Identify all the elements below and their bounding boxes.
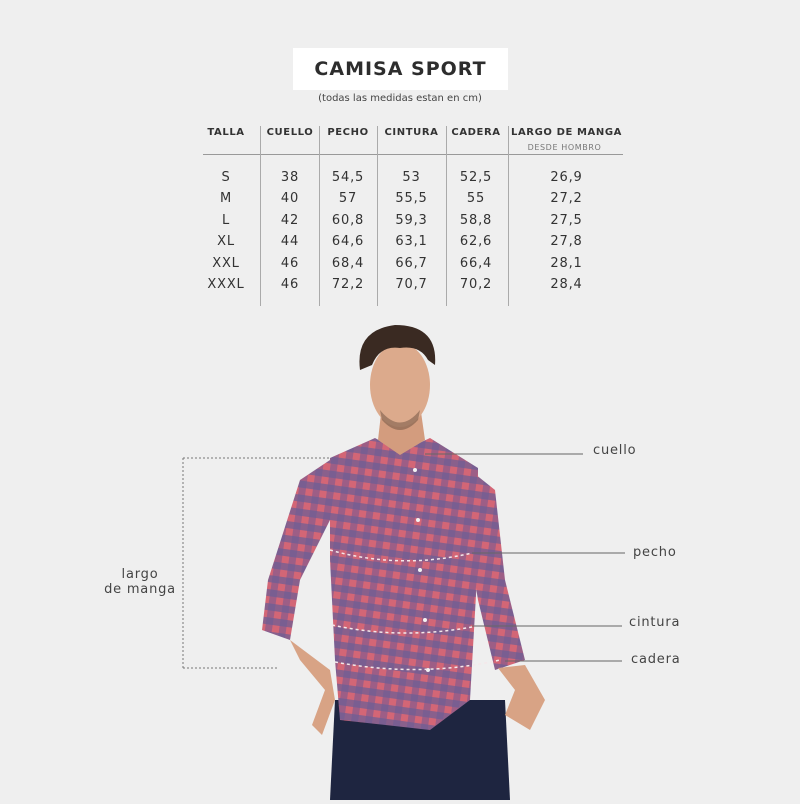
cell-largo-manga: 26,9	[550, 170, 583, 185]
cell-cadera: 58,8	[459, 212, 493, 228]
beard	[380, 410, 420, 430]
size-table: TALLA CUELLO PECHO CINTURA CADERA LARGO …	[203, 120, 623, 306]
cell-pecho: 68,4	[331, 255, 365, 271]
cell-cuello: 42	[280, 212, 300, 228]
cell-cintura: 59,3	[395, 212, 428, 228]
cell-talla: XXXL	[207, 277, 245, 292]
cell-pecho: 57	[338, 191, 358, 207]
face	[370, 343, 430, 427]
header-talla: TALLA	[207, 127, 245, 138]
left-sleeve	[262, 460, 330, 640]
cell-talla: L	[221, 212, 231, 228]
sleeve-length-bracket	[182, 457, 330, 669]
header-pecho: PECHO	[327, 127, 369, 138]
cell-talla: S	[221, 170, 231, 185]
cell-largo-manga: 28,4	[550, 277, 583, 292]
model-illustration	[0, 310, 800, 804]
cell-cintura: 70,7	[395, 277, 428, 292]
header-cuello: CUELLO	[266, 127, 314, 138]
header-desde-hombro: DESDE HOMBRO	[527, 143, 602, 152]
cell-cuello: 40	[280, 191, 300, 207]
cell-cintura: 55,5	[395, 191, 428, 207]
units-note: (todas las medidas estan en cm)	[318, 93, 482, 104]
cell-cuello: 44	[280, 234, 300, 250]
cell-cadera: 55	[466, 191, 486, 207]
cell-talla: XXL	[212, 255, 240, 271]
cell-cadera: 70,2	[459, 277, 493, 292]
cell-cadera: 52,5	[459, 170, 493, 185]
cell-cuello: 46	[280, 277, 300, 292]
hair	[359, 325, 436, 370]
cell-cintura: 63,1	[395, 234, 428, 250]
right-sleeve	[465, 470, 525, 670]
cell-talla: XL	[217, 234, 235, 250]
cell-pecho: 64,6	[331, 234, 365, 250]
label-pecho: pecho	[633, 545, 677, 560]
cell-pecho: 54,5	[331, 170, 365, 185]
hip-measure-line	[334, 659, 501, 671]
column-divider	[446, 126, 447, 306]
page-title: CAMISA SPORT	[293, 48, 508, 90]
label-cintura: cintura	[629, 615, 681, 630]
shirt	[330, 438, 478, 730]
cell-cadera: 66,4	[459, 255, 493, 271]
cell-cadera: 62,6	[459, 234, 493, 250]
jeans	[330, 700, 510, 800]
label-largo: largo	[121, 567, 159, 582]
cell-cuello: 38	[280, 170, 300, 185]
label-de-manga: de manga	[104, 582, 176, 597]
cell-cintura: 53	[402, 170, 421, 185]
cell-cuello: 46	[280, 255, 300, 271]
chest-measure-line	[329, 549, 473, 562]
cell-largo-manga: 27,8	[550, 234, 583, 250]
column-divider	[508, 126, 509, 306]
cell-largo-manga: 28,1	[550, 255, 583, 271]
cell-pecho: 72,2	[331, 277, 365, 292]
model-photo	[182, 325, 625, 800]
label-cuello: cuello	[593, 443, 637, 458]
header-divider	[203, 154, 623, 155]
header-largo-manga: LARGO DE MANGA	[510, 127, 623, 138]
cell-pecho: 60,8	[331, 212, 365, 228]
right-hand	[498, 665, 545, 730]
column-divider	[377, 126, 378, 306]
column-divider	[260, 126, 261, 306]
column-divider	[319, 126, 320, 306]
cell-cintura: 66,7	[395, 255, 428, 271]
cell-largo-manga: 27,5	[550, 212, 583, 228]
cell-largo-manga: 27,2	[550, 191, 583, 207]
label-cadera: cadera	[631, 652, 681, 667]
header-cintura: CINTURA	[384, 127, 439, 138]
left-hand	[290, 640, 335, 735]
cell-talla: M	[219, 191, 233, 207]
header-cadera: CADERA	[451, 127, 501, 138]
